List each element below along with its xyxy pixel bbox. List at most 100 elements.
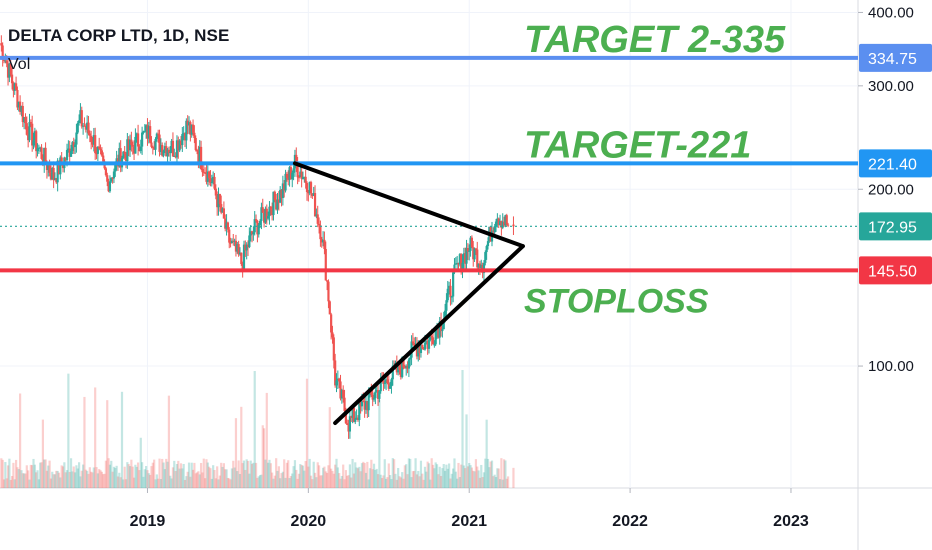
price-candle — [45, 162, 49, 170]
price-candle — [61, 164, 65, 169]
price-candle — [49, 172, 53, 180]
volume-bar — [413, 470, 416, 488]
volume-bar — [130, 459, 133, 488]
price-candle — [478, 263, 482, 269]
volume-bar — [472, 470, 475, 488]
volume-bar — [229, 479, 232, 488]
volume-bar — [246, 460, 250, 488]
price-candle — [47, 165, 50, 170]
price-candle — [104, 168, 108, 176]
volume-bar — [267, 462, 270, 488]
volume-bar — [458, 477, 461, 488]
volume-bar — [464, 468, 467, 488]
volume-bar — [214, 478, 217, 488]
price-candle — [344, 411, 347, 424]
volume-bar — [248, 473, 251, 488]
volume-bar — [477, 470, 480, 488]
volume-bar — [512, 467, 515, 488]
volume-bar — [434, 462, 437, 488]
price-candle — [375, 389, 378, 392]
volume-bar — [398, 476, 401, 488]
volume-bar — [269, 463, 272, 488]
volume-bar — [352, 473, 356, 488]
price-candle — [253, 219, 256, 233]
volume-bar — [338, 473, 341, 488]
price-candle — [2, 59, 6, 61]
volume-bar — [261, 425, 264, 488]
volume-bar — [484, 458, 487, 488]
volume-bar — [438, 466, 441, 488]
volume-bar — [260, 474, 263, 488]
volume-bar — [115, 465, 118, 488]
price-candle — [216, 195, 219, 208]
volume-bar — [258, 475, 262, 488]
volume-bar — [232, 460, 235, 488]
price-candle — [327, 281, 330, 302]
volume-bar — [348, 464, 352, 488]
price-candle — [194, 137, 197, 151]
time-axis[interactable]: 2019 2020 2021 2022 2023 — [130, 488, 809, 530]
price-candle — [352, 407, 356, 422]
price-candle — [249, 231, 252, 236]
price-candle — [460, 254, 463, 273]
volume-bar — [414, 458, 417, 488]
symbol-title[interactable]: DELTA CORP LTD, 1D, NSE — [8, 26, 230, 45]
price-candle — [498, 221, 502, 225]
price-candle — [68, 148, 71, 157]
volume-bar — [163, 469, 166, 488]
price-candle — [35, 131, 38, 152]
price-candle — [263, 212, 266, 223]
volume-bar — [505, 478, 508, 488]
volume-bar — [131, 466, 134, 488]
price-axis[interactable]: 400.00 300.00 200.00 100.00 — [858, 4, 914, 375]
price-candle — [512, 224, 515, 227]
price-candle — [267, 216, 270, 219]
price-badge-label: 221.40 — [868, 156, 917, 173]
volume-bar — [71, 471, 74, 488]
price-candle — [465, 248, 468, 264]
price-candle — [358, 401, 361, 421]
volume-bar — [193, 462, 196, 488]
volume-bar — [33, 464, 36, 488]
price-candle — [347, 424, 350, 432]
volume-bar — [351, 458, 354, 488]
volume-bar — [90, 471, 93, 488]
volume-bar — [199, 462, 203, 488]
price-candle — [506, 224, 510, 226]
volume-bar — [273, 475, 276, 488]
price-candle — [8, 63, 11, 78]
chart-legend: DELTA CORP LTD, 1D, NSE Vol — [8, 26, 229, 74]
x-tick-label: 2019 — [130, 513, 166, 530]
price-candle — [482, 262, 486, 274]
volume-label[interactable]: Vol — [8, 56, 31, 73]
price-candle — [181, 134, 184, 146]
price-candle — [69, 151, 73, 157]
volume-bar — [417, 470, 420, 488]
horizontal-levels[interactable]: 334.75 221.40 172.95 145.50 — [0, 43, 932, 285]
volume-bar — [422, 479, 425, 488]
volume-bar — [228, 478, 231, 488]
price-candle — [258, 220, 262, 226]
price-candle — [326, 280, 329, 282]
price-candle — [218, 194, 221, 205]
price-candle — [264, 208, 267, 223]
volume-bar — [480, 464, 483, 488]
price-candle — [53, 178, 57, 181]
price-candle — [112, 171, 116, 179]
volume-bar — [47, 465, 50, 488]
volume-bar — [253, 371, 256, 488]
price-candle — [56, 160, 59, 183]
triangle-pattern[interactable] — [292, 161, 525, 425]
price-candle — [175, 140, 179, 158]
volume-bar — [358, 466, 361, 488]
price-candle — [343, 397, 346, 412]
price-candle — [189, 122, 192, 135]
volume-bar — [303, 470, 306, 488]
volume-bar — [379, 474, 382, 488]
price-candle — [502, 221, 506, 226]
volume-bar — [222, 463, 225, 488]
price-candle — [281, 183, 284, 199]
volume-bar — [175, 464, 179, 488]
